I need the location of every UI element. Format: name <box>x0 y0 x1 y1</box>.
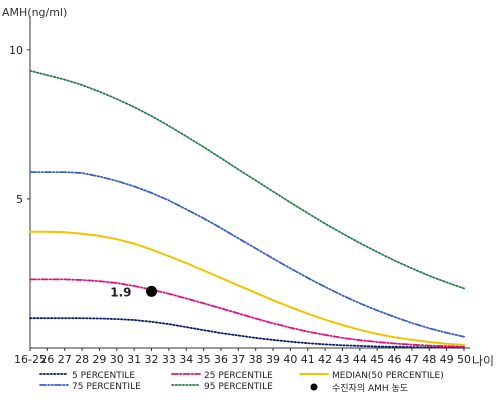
patient-amh-value-label: 1.9 <box>110 285 131 299</box>
x-tick-label: 46 <box>388 353 402 366</box>
x-tick-label: 35 <box>197 353 211 366</box>
legend-label: 수진자의 AMH 농도 <box>332 383 408 394</box>
series-lines <box>29 69 465 349</box>
series-line-5-percentile <box>29 317 465 349</box>
y-tick-label: 10 <box>9 44 23 57</box>
series-line-75-percentile <box>29 171 465 338</box>
legend-label: 75 PERCENTILE <box>72 382 141 392</box>
series-line-median-50-percentile <box>29 230 465 346</box>
x-tick-label: 32 <box>145 353 159 366</box>
x-tick-label: 50 <box>457 353 471 366</box>
x-tick-label: 39 <box>266 353 280 366</box>
x-tick-label: 27 <box>58 353 72 366</box>
x-tick-label: 34 <box>179 353 193 366</box>
x-tick-label: 36 <box>214 353 228 366</box>
x-axis-label: 나이 <box>472 354 494 368</box>
x-tick-label: 45 <box>370 353 384 366</box>
legend-patient-marker <box>310 383 318 391</box>
x-tick-label: 30 <box>110 353 124 366</box>
x-tick-label: 37 <box>231 353 245 366</box>
x-tick-label: 16-25 <box>14 353 46 366</box>
x-tick-label: 48 <box>422 353 436 366</box>
series-line-95-percentile <box>29 69 465 290</box>
x-tick-label: 49 <box>440 353 454 366</box>
x-tick-label: 29 <box>92 353 106 366</box>
legend-label: MEDIAN(50 PERCENTILE) <box>332 371 444 381</box>
x-tick-label: 33 <box>162 353 176 366</box>
x-tick-label: 41 <box>301 353 315 366</box>
x-tick-label: 44 <box>353 353 367 366</box>
y-axis-label: AMH(ng/ml) <box>2 6 67 19</box>
legend: 5 PERCENTILE 25 PERCENTILE MEDIAN(50 PERCE… <box>39 371 444 394</box>
legend-label: 25 PERCENTILE <box>204 371 273 381</box>
data-points: 1.9 <box>110 285 158 299</box>
patient-amh-point <box>146 285 158 297</box>
x-tick-label: 31 <box>127 353 141 366</box>
legend-label: 5 PERCENTILE <box>72 371 135 381</box>
x-tick-label: 42 <box>318 353 332 366</box>
x-tick-label: 38 <box>249 353 263 366</box>
y-tick-label: 5 <box>16 193 23 206</box>
x-tick-label: 40 <box>283 353 297 366</box>
x-tick-label: 43 <box>335 353 349 366</box>
series-line-25-percentile <box>29 278 465 348</box>
x-tick-label: 47 <box>405 353 419 366</box>
x-tick-label: 26 <box>40 353 54 366</box>
legend-label: 95 PERCENTILE <box>204 382 273 392</box>
x-tick-label: 28 <box>75 353 89 366</box>
